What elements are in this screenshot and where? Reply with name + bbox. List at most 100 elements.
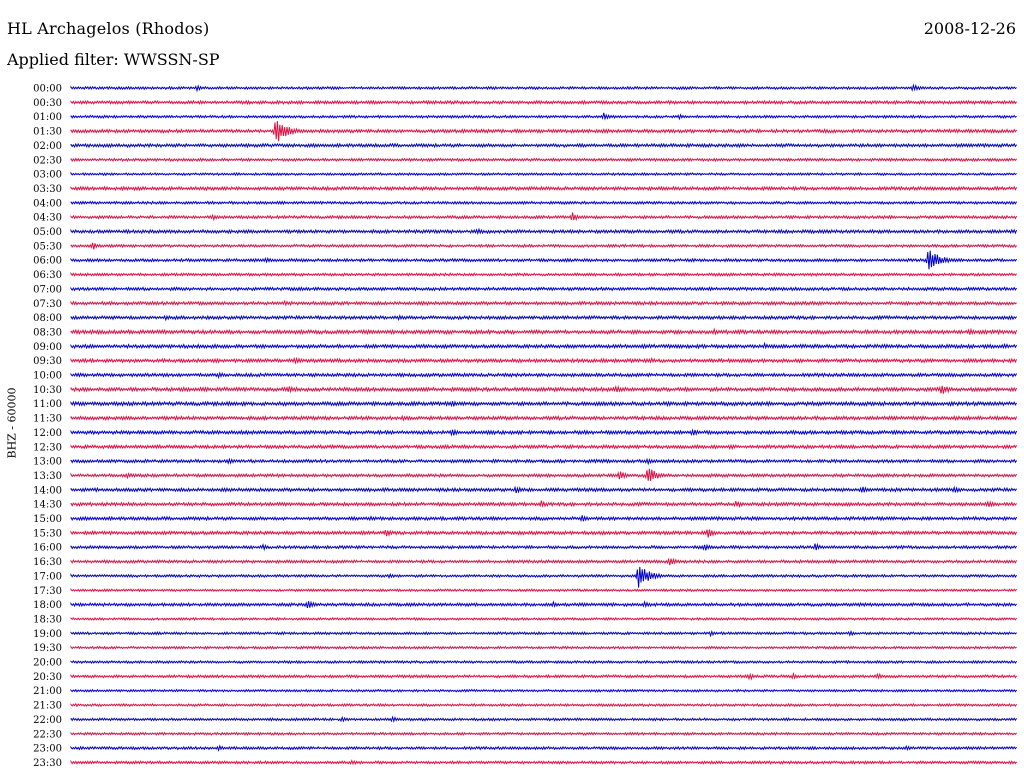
seismic-trace [70, 529, 1018, 538]
time-tick-label: 18:00 [33, 600, 62, 611]
filter-label: Applied filter: WWSSN-SP [7, 50, 220, 69]
seismic-trace [70, 671, 1018, 681]
seismic-trace [70, 157, 1017, 163]
seismic-trace [70, 384, 1018, 394]
seismic-trace [70, 327, 1018, 336]
time-tick-label: 19:30 [33, 643, 62, 654]
time-tick-label: 13:00 [33, 457, 62, 468]
seismic-trace [70, 185, 1018, 192]
time-tick-label: 15:30 [33, 528, 62, 539]
seismic-trace [70, 112, 1017, 121]
seismic-trace [70, 299, 1017, 307]
time-tick-label: 12:30 [33, 442, 62, 453]
seismic-trace [70, 629, 1017, 638]
seismic-trace [70, 616, 1018, 622]
time-tick-label: 07:30 [33, 299, 62, 310]
time-tick-label: 09:30 [33, 356, 62, 367]
seismic-trace [70, 121, 1018, 142]
seismic-trace [70, 600, 1018, 609]
seismic-trace [70, 659, 1018, 665]
time-tick-label: 08:00 [33, 313, 62, 324]
time-tick-label: 09:00 [33, 342, 62, 353]
seismic-trace [70, 99, 1017, 106]
seismic-trace [70, 468, 1018, 482]
time-tick-label: 15:00 [33, 514, 62, 525]
seismic-trace [70, 171, 1017, 177]
time-tick-label: 23:30 [33, 758, 62, 769]
seismic-trace [70, 356, 1018, 365]
seismic-trace [70, 702, 1018, 708]
time-tick-label: 16:00 [33, 543, 62, 554]
time-tick-label: 00:30 [33, 98, 62, 109]
seismic-trace [70, 715, 1018, 723]
time-tick-label: 22:00 [33, 715, 62, 726]
seismic-trace [70, 542, 1018, 552]
seismic-trace [70, 588, 1017, 593]
seismic-trace [70, 428, 1018, 437]
seismic-trace [70, 250, 1018, 270]
seismic-trace [70, 515, 1018, 523]
time-tick-label: 04:30 [33, 213, 62, 224]
time-tick-label: 22:30 [33, 729, 62, 740]
time-tick-label: 00:00 [33, 84, 62, 95]
time-tick-label: 03:30 [33, 184, 62, 195]
time-tick-label: 10:30 [33, 385, 62, 396]
time-tick-label: 11:30 [33, 414, 62, 425]
seismic-trace [70, 731, 1017, 736]
time-tick-label: 05:00 [33, 227, 62, 238]
seismic-trace [70, 566, 1018, 588]
time-tick-label: 13:30 [33, 471, 62, 482]
time-tick-label: 07:00 [33, 284, 62, 295]
seismic-trace [70, 200, 1018, 206]
seismic-trace [70, 212, 1018, 222]
seismic-trace [70, 83, 1017, 93]
seismic-trace [70, 457, 1018, 466]
seismic-trace [70, 271, 1017, 277]
time-tick-label: 04:00 [33, 198, 62, 209]
time-tick-label: 08:30 [33, 327, 62, 338]
time-tick-label: 21:00 [33, 686, 62, 697]
time-tick-label: 02:30 [33, 155, 62, 166]
seismic-trace [70, 400, 1018, 408]
seismic-trace [70, 485, 1018, 494]
seismic-trace [70, 414, 1018, 422]
seismic-trace [70, 744, 1017, 753]
time-tick-label: 17:30 [33, 586, 62, 597]
time-tick-label: 05:30 [33, 241, 62, 252]
time-tick-label: 17:00 [33, 571, 62, 582]
time-tick-label: 14:00 [33, 485, 62, 496]
seismic-trace [70, 142, 1018, 149]
record-date: 2008-12-26 [923, 19, 1016, 38]
seismic-trace [70, 371, 1018, 379]
time-tick-label: 23:00 [33, 744, 62, 755]
time-tick-label: 20:00 [33, 658, 62, 669]
time-tick-label: 20:30 [33, 672, 62, 683]
seismic-trace [70, 242, 1017, 250]
station-title: HL Archagelos (Rhodos) [7, 19, 210, 38]
time-tick-label: 21:30 [33, 701, 62, 712]
time-tick-label: 01:00 [33, 112, 62, 123]
time-tick-label: 18:30 [33, 614, 62, 625]
time-tick-label: 06:30 [33, 270, 62, 281]
time-tick-label: 01:30 [33, 127, 62, 138]
seismic-trace [70, 500, 1017, 509]
seismic-trace [70, 286, 1018, 292]
time-tick-label: 06:00 [33, 256, 62, 267]
time-tick-label: 10:00 [33, 371, 62, 382]
seismic-trace [70, 557, 1018, 566]
time-tick-label: 16:30 [33, 557, 62, 568]
time-tick-label: 03:00 [33, 170, 62, 181]
seismic-trace [70, 341, 1018, 350]
seismic-trace [70, 227, 1018, 236]
time-tick-label: 11:00 [33, 399, 62, 410]
time-tick-label: 12:00 [33, 428, 62, 439]
seismic-trace [70, 443, 1018, 451]
time-tick-label: 14:30 [33, 500, 62, 511]
seismic-trace [70, 314, 1018, 322]
seismic-trace [70, 688, 1018, 693]
time-tick-label: 02:00 [33, 141, 62, 152]
seismic-trace [70, 759, 1018, 766]
time-tick-label: 19:00 [33, 629, 62, 640]
seismic-trace [70, 645, 1017, 650]
